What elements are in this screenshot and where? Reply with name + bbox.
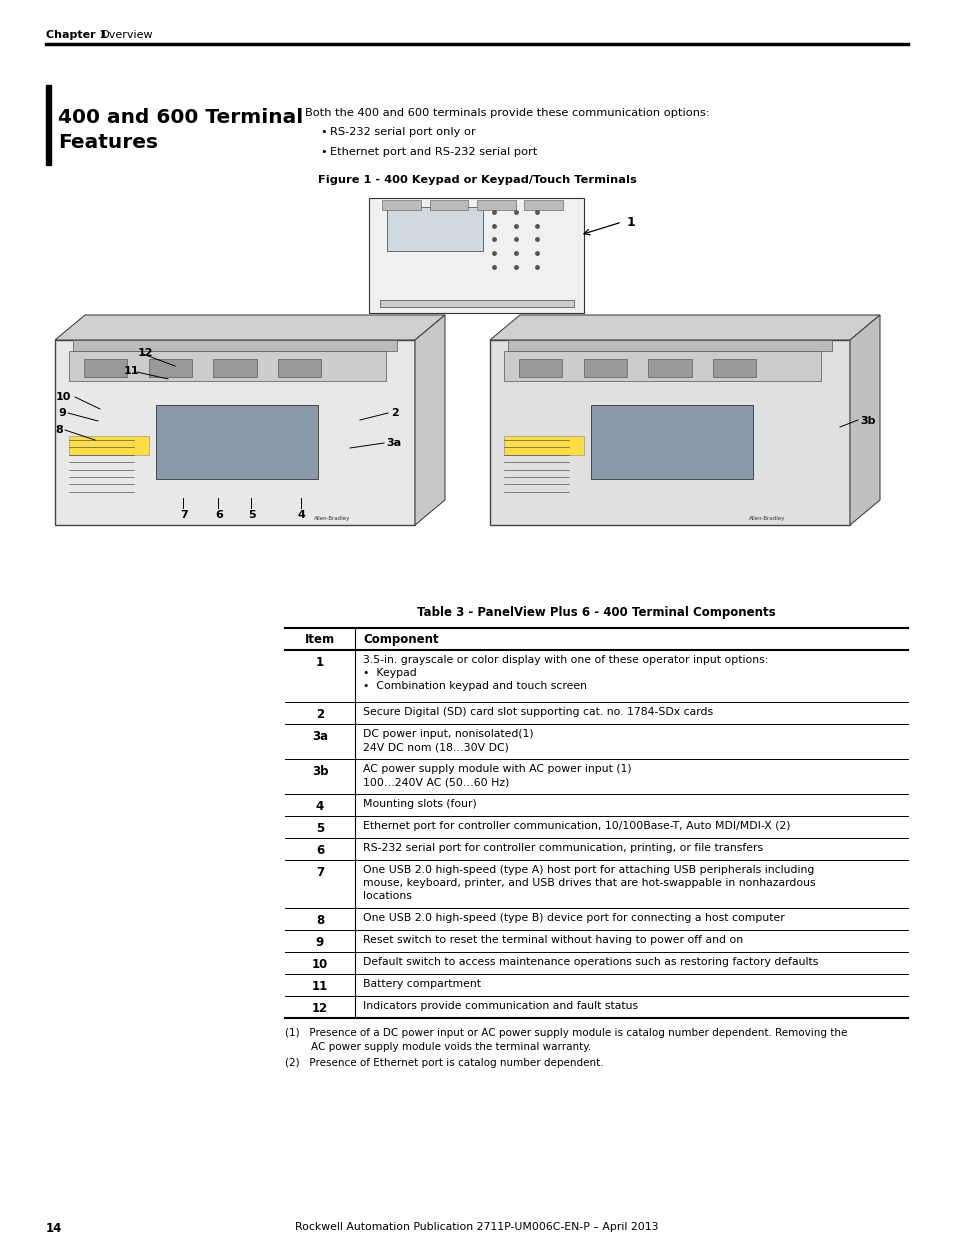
Polygon shape [849,315,879,525]
Text: Features: Features [58,133,158,152]
Text: 7: 7 [315,866,324,879]
Text: Item: Item [305,634,335,646]
Bar [213,358,256,377]
Text: 4: 4 [297,510,306,520]
Text: (1)   Presence of a DC power input or AC power supply module is catalog number d: (1) Presence of a DC power input or AC p… [285,1028,846,1052]
Text: 9: 9 [315,936,324,948]
Text: Ethernet port for controller communication, 10/100Base-T, Auto MDI/MDI-X (2): Ethernet port for controller communicati… [363,821,790,831]
Text: Both the 400 and 600 terminals provide these communication options:: Both the 400 and 600 terminals provide t… [305,107,709,119]
Text: 1: 1 [626,216,635,228]
Text: 1: 1 [315,656,324,669]
Text: 3a: 3a [386,438,400,448]
Text: Table 3 - PanelView Plus 6 - 400 Terminal Components: Table 3 - PanelView Plus 6 - 400 Termina… [416,606,775,619]
Text: •: • [319,127,327,137]
Text: 3b: 3b [312,764,328,778]
Text: 11: 11 [124,366,139,375]
Bar [386,207,483,251]
Polygon shape [490,315,879,340]
Text: One USB 2.0 high-speed (type A) host port for attaching USB peripherals includin: One USB 2.0 high-speed (type A) host por… [363,864,815,902]
Text: 2: 2 [315,708,324,721]
Text: 6: 6 [214,510,223,520]
Text: 7: 7 [180,510,188,520]
Text: RS-232 serial port for controller communication, printing, or file transfers: RS-232 serial port for controller commun… [363,844,762,853]
Text: 4: 4 [315,800,324,813]
Bar [70,351,386,380]
Text: Reset switch to reset the terminal without having to power off and on: Reset switch to reset the terminal witho… [363,935,742,945]
Bar [429,200,468,210]
Text: 6: 6 [315,844,324,857]
Text: Allen-Bradley: Allen-Bradley [748,516,784,521]
Bar [648,358,691,377]
Text: 10: 10 [312,958,328,971]
Bar [46,85,51,165]
Text: 8: 8 [315,914,324,927]
Text: 3b: 3b [859,416,875,426]
Text: Component: Component [363,634,438,646]
Bar [590,405,752,479]
Text: 9: 9 [58,408,66,417]
Text: One USB 2.0 high-speed (type B) device port for connecting a host computer: One USB 2.0 high-speed (type B) device p… [363,913,784,923]
Text: 5: 5 [315,823,324,835]
Bar [73,340,396,351]
Bar [84,358,127,377]
Bar [504,436,583,454]
Bar [380,300,573,308]
Bar [278,358,321,377]
Text: Default switch to access maintenance operations such as restoring factory defaul: Default switch to access maintenance ope… [363,957,818,967]
Text: 10: 10 [56,391,71,403]
Text: 12: 12 [138,348,153,358]
Text: 5: 5 [248,510,255,520]
Bar [149,358,192,377]
Bar [583,358,626,377]
Bar [369,198,584,312]
Text: 14: 14 [46,1221,62,1235]
Text: Figure 1 - 400 Keypad or Keypad/Touch Terminals: Figure 1 - 400 Keypad or Keypad/Touch Te… [317,175,636,185]
Text: 11: 11 [312,981,328,993]
Text: 2: 2 [391,408,398,417]
Text: DC power input, nonisolated(1)
24V DC nom (18…30V DC): DC power input, nonisolated(1) 24V DC no… [363,729,533,752]
Text: 12: 12 [312,1002,328,1015]
Bar [518,358,561,377]
Bar [55,340,415,525]
Text: Ethernet port and RS-232 serial port: Ethernet port and RS-232 serial port [330,147,537,157]
Text: 3a: 3a [312,730,328,743]
Text: 400 and 600 Terminal: 400 and 600 Terminal [58,107,303,127]
Text: 3.5-in. grayscale or color display with one of these operator input options:
•  : 3.5-in. grayscale or color display with … [363,655,767,692]
Text: AC power supply module with AC power input (1)
100…240V AC (50…60 Hz): AC power supply module with AC power inp… [363,764,631,787]
Bar [504,351,821,380]
Bar [382,200,420,210]
Polygon shape [415,315,444,525]
Bar [155,405,317,479]
Text: Overview: Overview [100,30,152,40]
Bar [70,436,149,454]
Bar [476,200,516,210]
Polygon shape [55,315,444,340]
Bar [713,358,756,377]
Text: Rockwell Automation Publication 2711P-UM006C-EN-P – April 2013: Rockwell Automation Publication 2711P-UM… [294,1221,659,1233]
Bar [490,340,849,525]
Text: Chapter 1: Chapter 1 [46,30,107,40]
Bar [524,200,562,210]
Text: Allen-Bradley: Allen-Bradley [314,516,350,521]
Text: 8: 8 [55,425,63,435]
Text: Indicators provide communication and fault status: Indicators provide communication and fau… [363,1002,638,1011]
Text: •: • [319,147,327,157]
Text: Secure Digital (SD) card slot supporting cat. no. 1784-SDx cards: Secure Digital (SD) card slot supporting… [363,706,713,718]
Text: RS-232 serial port only or: RS-232 serial port only or [330,127,476,137]
Text: (2)   Presence of Ethernet port is catalog number dependent.: (2) Presence of Ethernet port is catalog… [285,1058,603,1068]
Text: Mounting slots (four): Mounting slots (four) [363,799,476,809]
Bar [507,340,831,351]
Text: Battery compartment: Battery compartment [363,979,480,989]
